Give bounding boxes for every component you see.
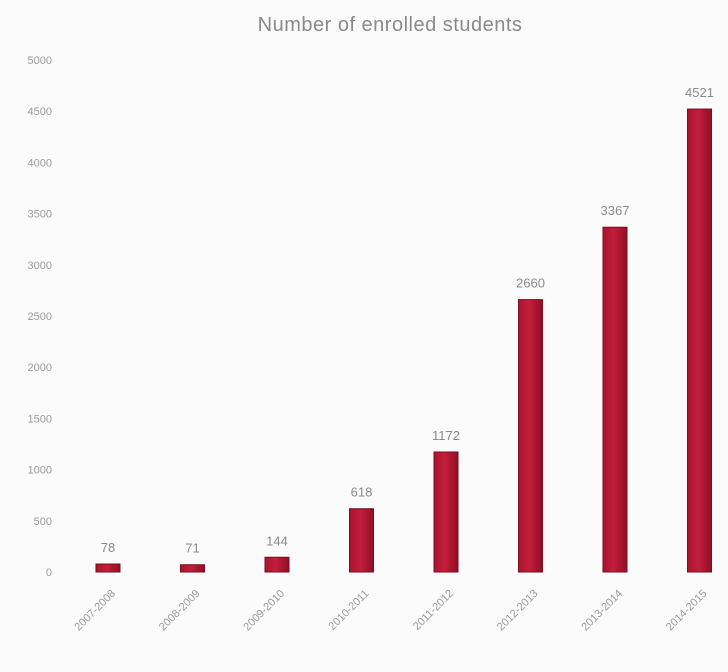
chart-title: Number of enrolled students bbox=[257, 14, 523, 36]
bar bbox=[264, 556, 290, 573]
y-tick-label: 0 bbox=[46, 567, 52, 579]
data-label: 4521 bbox=[685, 85, 714, 100]
y-tick-label: 2000 bbox=[28, 362, 52, 374]
data-label: 144 bbox=[266, 533, 288, 548]
bar bbox=[687, 108, 712, 573]
y-tick-label: 4000 bbox=[28, 157, 52, 169]
y-tick-label: 4500 bbox=[28, 106, 52, 118]
x-tick-label: 2011-2012 bbox=[411, 588, 456, 633]
bar bbox=[602, 226, 628, 573]
bar bbox=[518, 299, 543, 573]
data-label: 78 bbox=[101, 540, 115, 555]
bar bbox=[349, 508, 374, 573]
x-tick-label: 2007-2008 bbox=[72, 588, 118, 634]
y-tick-label: 1000 bbox=[28, 465, 52, 477]
x-tick-label: 2013-2014 bbox=[579, 588, 625, 634]
data-label: 3367 bbox=[601, 203, 630, 218]
x-tick-label: 2012-2013 bbox=[495, 588, 541, 634]
data-label: 2660 bbox=[516, 276, 545, 291]
bar bbox=[180, 564, 205, 573]
data-label: 71 bbox=[185, 541, 199, 556]
bar bbox=[433, 451, 459, 573]
data-label: 1172 bbox=[432, 428, 460, 443]
y-tick-label: 3500 bbox=[28, 209, 52, 221]
y-tick-label: 5000 bbox=[28, 55, 52, 67]
data-label: 618 bbox=[351, 485, 373, 500]
y-tick-label: 500 bbox=[34, 516, 52, 528]
x-tick-label: 2009-2010 bbox=[241, 588, 287, 634]
x-tick-label: 2014-2015 bbox=[664, 588, 710, 634]
bar bbox=[95, 563, 121, 573]
y-tick-label: 3000 bbox=[28, 260, 52, 272]
x-tick-label: 2008-2009 bbox=[157, 588, 203, 634]
x-tick-label: 2010-2011 bbox=[327, 588, 372, 633]
y-tick-label: 2500 bbox=[28, 311, 52, 323]
y-tick-label: 1500 bbox=[28, 413, 52, 425]
